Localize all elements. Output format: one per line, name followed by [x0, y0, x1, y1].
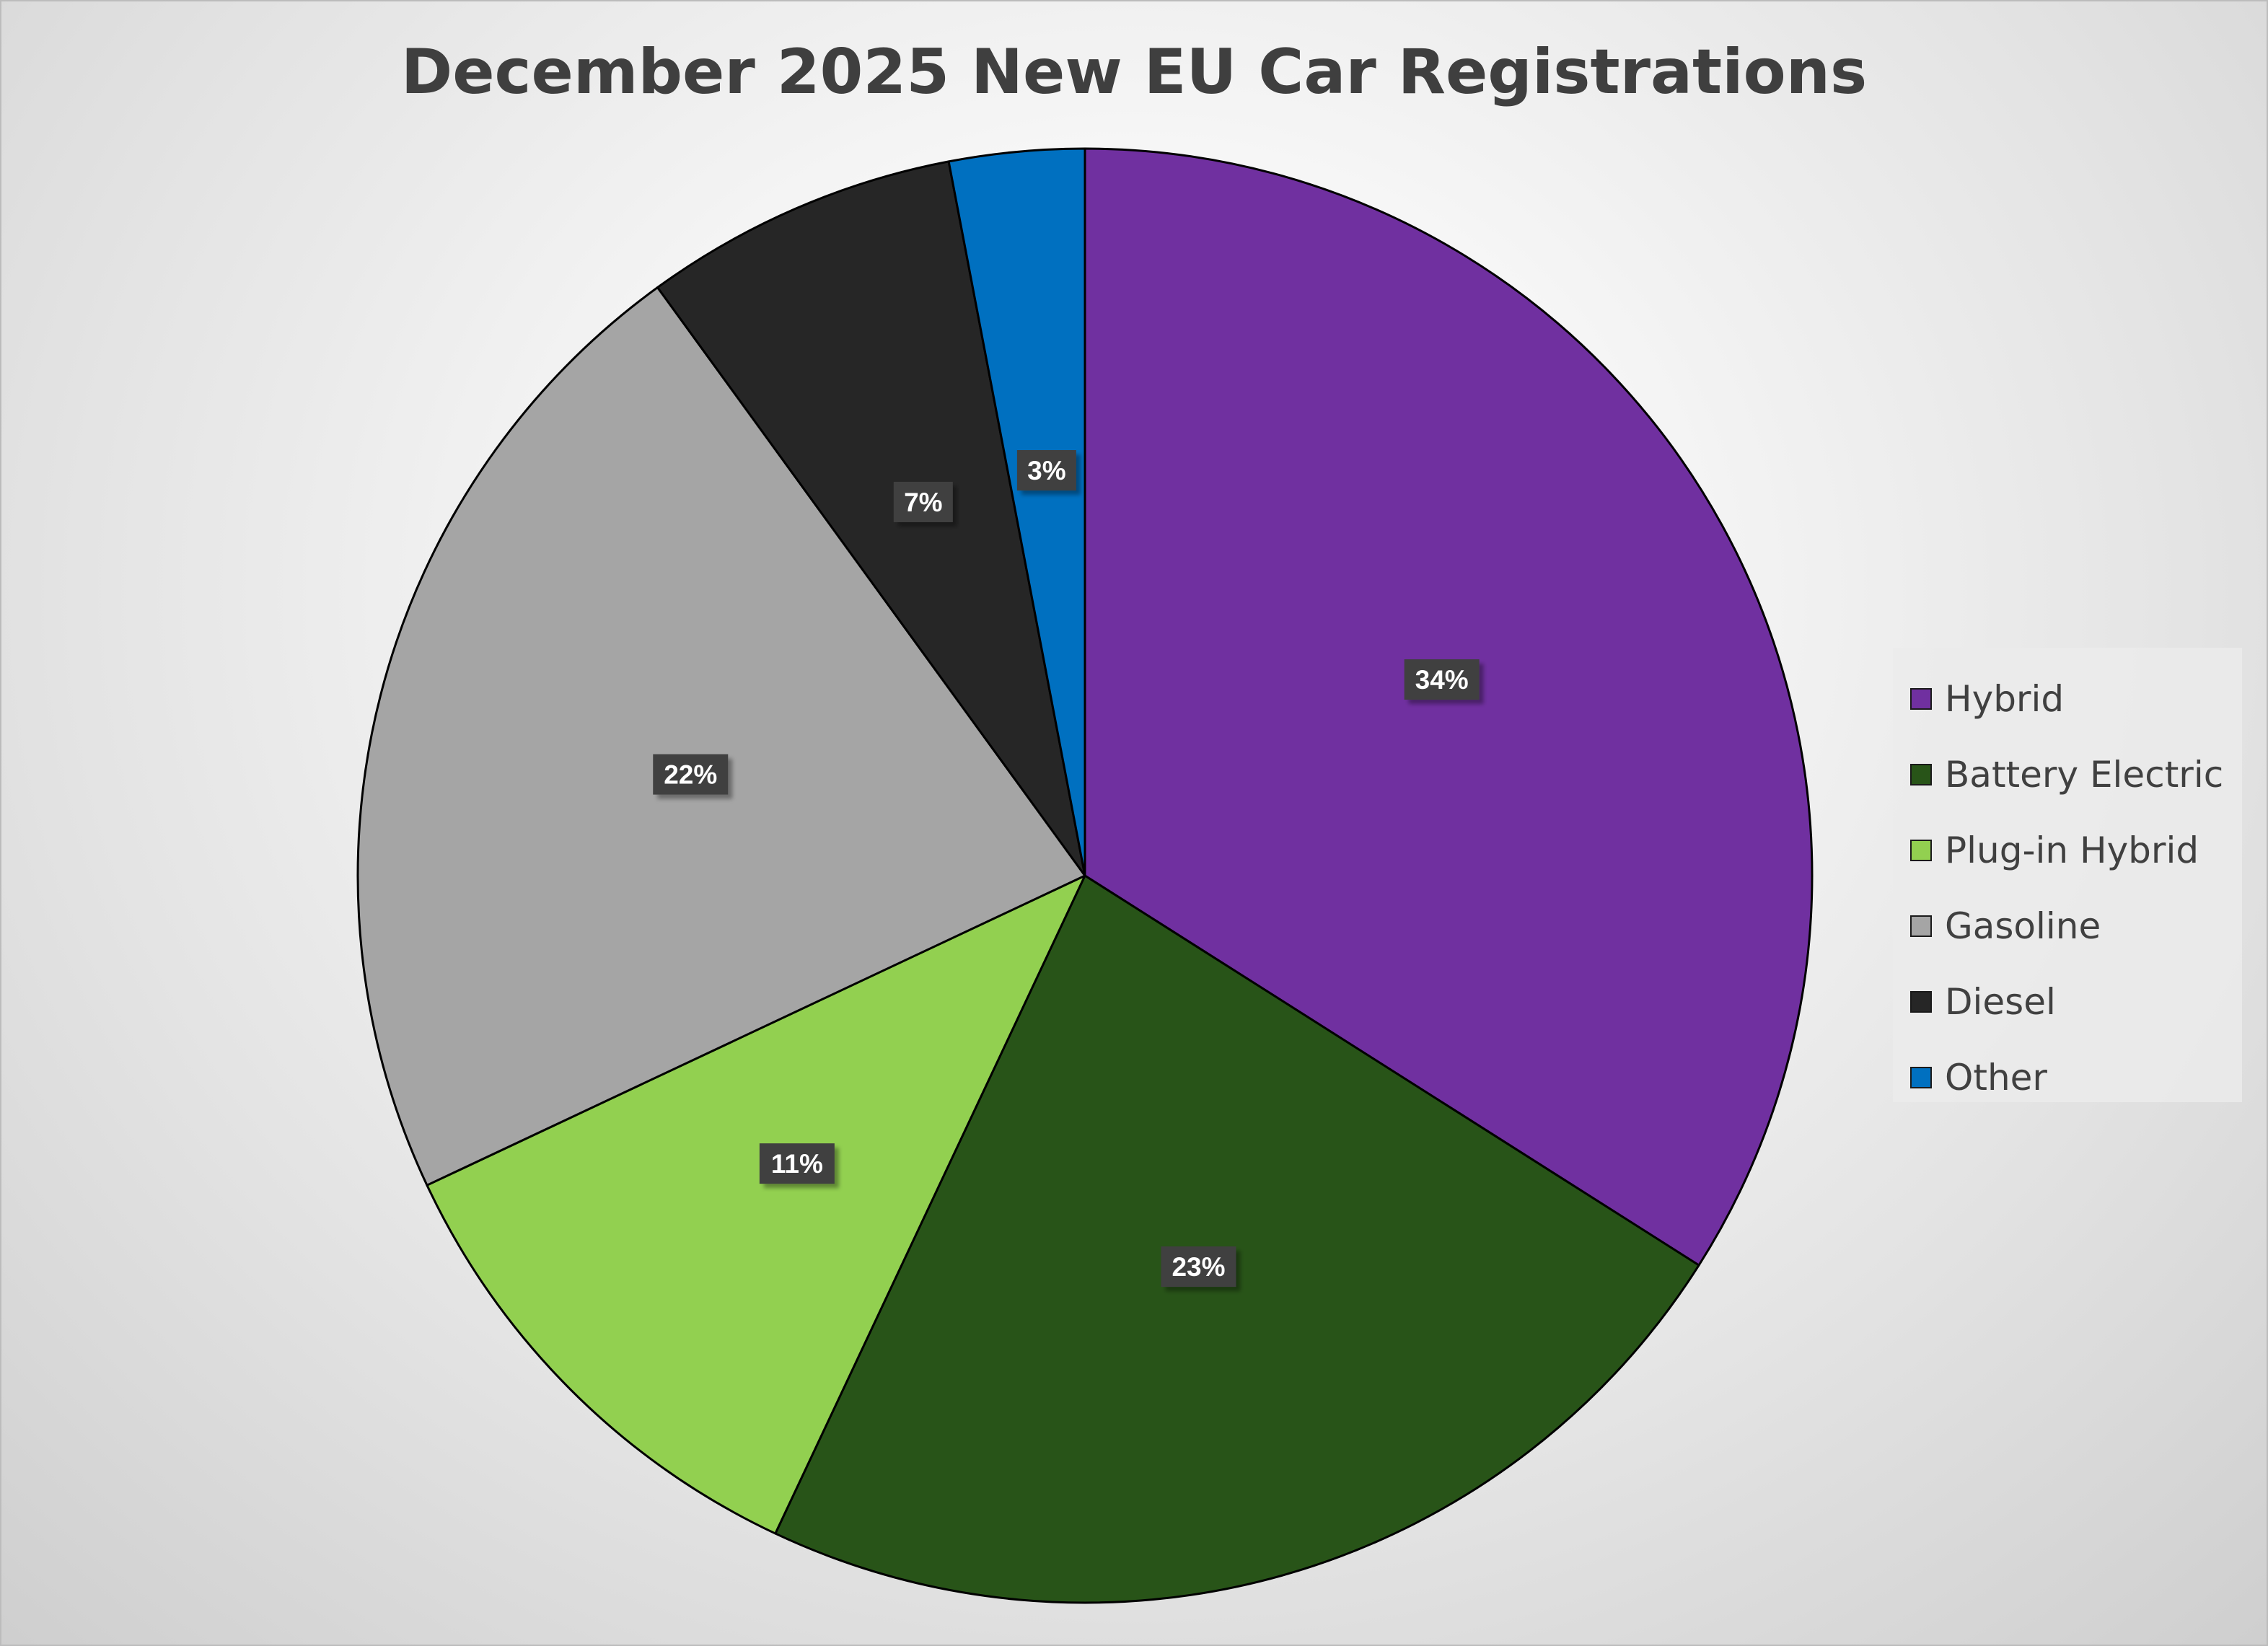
data-label-text: 22%	[664, 760, 717, 790]
legend-item-diesel: Diesel	[1893, 964, 2242, 1039]
legend-swatch	[1910, 687, 1932, 710]
data-label-box	[1161, 1246, 1236, 1288]
legend-swatch	[1910, 839, 1932, 861]
pie-slice-other	[947, 147, 1086, 877]
data-label: 23%	[1161, 1246, 1236, 1288]
legend-label: Diesel	[1945, 980, 2056, 1023]
legend-item-battery-electric: Battery Electric	[1893, 736, 2242, 812]
legend-label: Plug-in Hybrid	[1945, 829, 2199, 871]
legend-swatch	[1910, 915, 1932, 937]
data-label: 34%	[1404, 659, 1480, 700]
legend-item-other: Other	[1893, 1039, 2242, 1115]
data-label-text: 3%	[1027, 456, 1065, 485]
data-label-box	[1404, 659, 1480, 700]
legend-label: Hybrid	[1945, 677, 2065, 720]
data-label-box	[1016, 450, 1076, 491]
legend-swatch	[1910, 1066, 1932, 1088]
data-label-box	[893, 481, 953, 522]
data-label-text: 7%	[904, 488, 942, 517]
pie-slice-gasoline	[356, 286, 1086, 1187]
data-label-text: 11%	[771, 1149, 823, 1179]
legend-item-gasoline: Gasoline	[1893, 888, 2242, 964]
data-label: 22%	[653, 754, 729, 795]
pie-slice-diesel	[656, 160, 1086, 877]
data-label-box	[653, 754, 729, 795]
data-label-box	[759, 1143, 835, 1184]
legend-item-hybrid: Hybrid	[1893, 661, 2242, 736]
legend-swatch	[1910, 990, 1932, 1013]
data-label: 7%	[893, 481, 953, 522]
data-label: 11%	[759, 1143, 835, 1184]
chart-legend: Hybrid Battery Electric Plug-in Hybrid G…	[1893, 648, 2242, 1102]
chart-title: December 2025 New EU Car Registrations	[400, 36, 1868, 108]
data-label: 3%	[1016, 450, 1076, 491]
pie-slice-plug-in-hybrid	[426, 874, 1086, 1535]
legend-item-plug-in-hybrid: Plug-in Hybrid	[1893, 812, 2242, 888]
data-label-text: 34%	[1415, 665, 1469, 695]
pie-slice-hybrid	[1084, 147, 1814, 1267]
legend-label: Other	[1945, 1056, 2047, 1099]
legend-label: Gasoline	[1945, 905, 2101, 947]
legend-label: Battery Electric	[1945, 753, 2224, 796]
data-label-text: 23%	[1172, 1252, 1225, 1282]
legend-swatch	[1910, 763, 1932, 785]
pie-slice-battery-electric	[774, 874, 1700, 1604]
